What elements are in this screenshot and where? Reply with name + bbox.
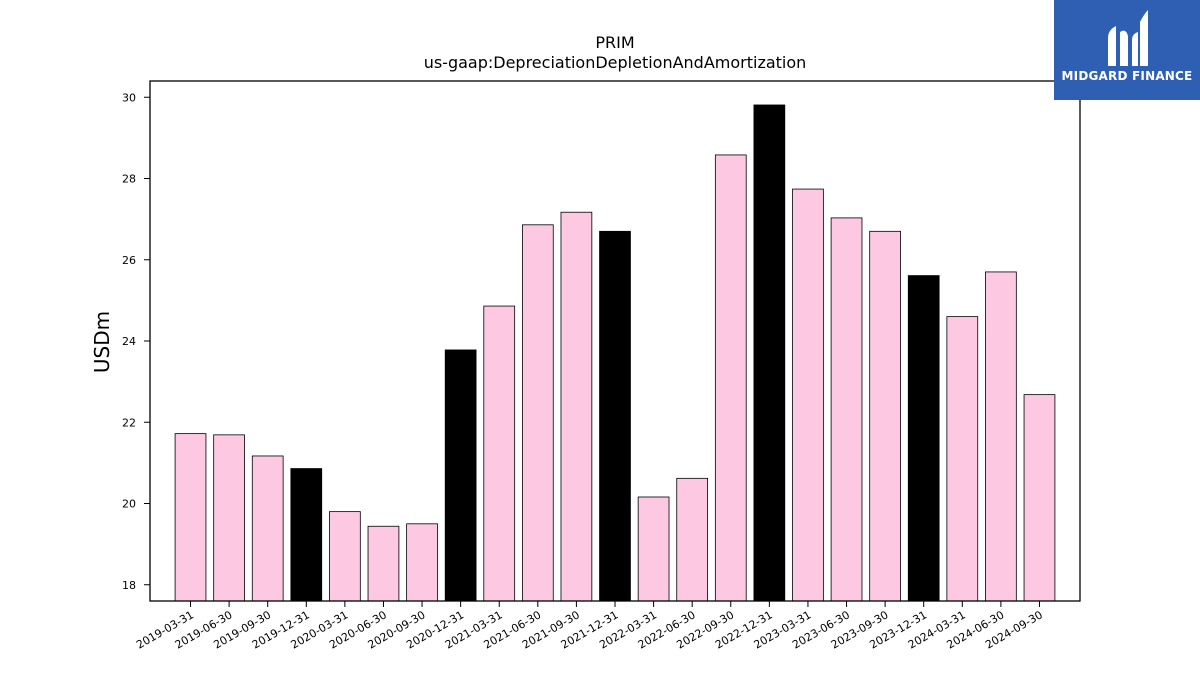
y-tick-label: 24	[122, 335, 136, 348]
bar-2024-09-30	[1023, 394, 1056, 602]
bar-2022-12-31	[753, 104, 786, 602]
y-axis-label: USDm	[90, 311, 114, 373]
y-tick-label: 30	[122, 91, 136, 104]
bar-2020-09-30	[406, 523, 438, 602]
bar-2024-06-30	[985, 271, 1017, 602]
bar-2021-12-31	[599, 230, 631, 602]
bar-2023-12-31	[907, 275, 940, 602]
bar-2021-09-30	[560, 211, 593, 602]
chart-subtitle: us-gaap:DepreciationDepletionAndAmortiza…	[424, 53, 807, 72]
y-tick-label: 26	[122, 254, 136, 267]
bar-2022-03-31	[637, 496, 670, 602]
bar-2020-03-31	[329, 511, 361, 602]
bar-2019-09-30	[251, 455, 284, 602]
bar-2021-03-31	[483, 305, 516, 602]
y-tick-label: 28	[122, 173, 136, 186]
chart-title: PRIM	[595, 33, 634, 52]
bar-2023-03-31	[792, 188, 824, 602]
bar-2024-03-31	[946, 316, 979, 602]
y-axis-ticks: 18 20 22 24 26 28 30	[122, 91, 150, 592]
bar-2023-06-30	[830, 217, 863, 602]
bar-2023-09-30	[869, 230, 901, 602]
bar-2021-06-30	[521, 224, 554, 602]
midgard-logo-icon	[1108, 10, 1148, 67]
bars-group	[174, 104, 1056, 602]
brand-logo: MIDGARD FINANCE	[1054, 0, 1200, 100]
bar-2020-06-30	[367, 525, 400, 602]
bar-2020-12-31	[444, 349, 477, 602]
bar-2022-06-30	[676, 477, 709, 602]
bar-2019-06-30	[213, 434, 245, 602]
y-tick-label: 22	[122, 416, 136, 429]
bar-2019-03-31	[174, 433, 207, 602]
bar-2022-09-30	[714, 154, 747, 602]
bar-2019-12-31	[290, 468, 323, 602]
logo-text: MIDGARD FINANCE	[1061, 69, 1193, 83]
plot-area-frame	[149, 80, 1081, 602]
x-axis-ticks: 2019-03-312019-06-302019-09-302019-12-31…	[134, 601, 1045, 652]
y-tick-label: 18	[122, 579, 136, 592]
y-tick-label: 20	[122, 498, 136, 511]
